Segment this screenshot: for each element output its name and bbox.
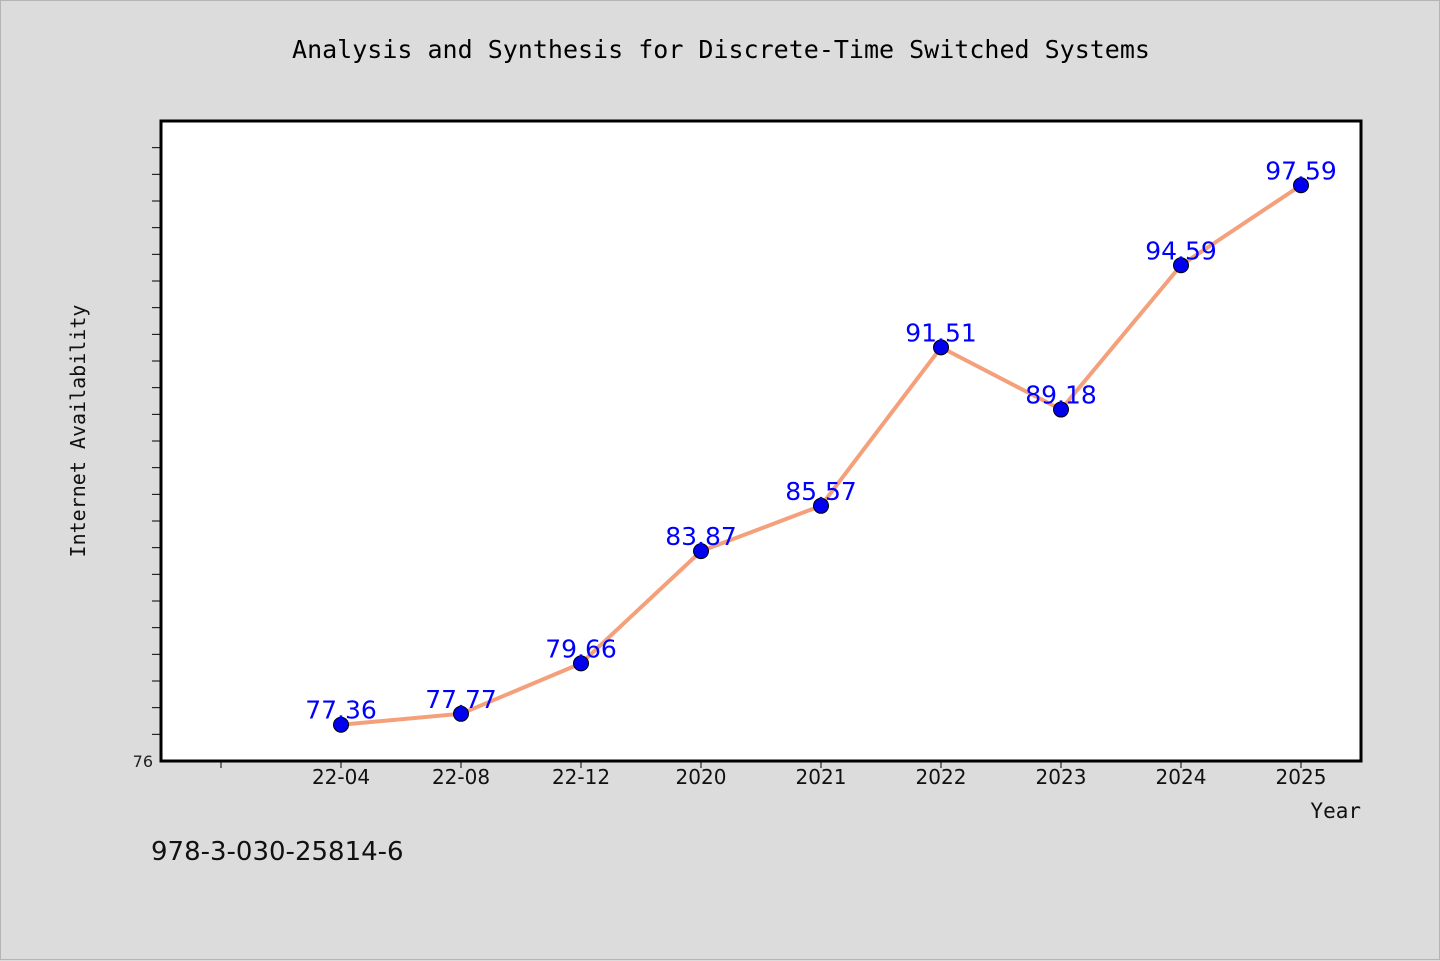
data-point [1173,257,1189,274]
x-tick-label: 2024 [1156,765,1207,789]
x-tick-label: 2025 [1276,765,1327,789]
isbn-footer: 978-3-030-25814-6 [151,837,404,867]
x-tick-label: 2021 [796,765,847,789]
x-tick-label: 2022 [916,765,967,789]
x-tick-label: 22-04 [312,765,370,789]
data-label: 97.59 [1265,156,1337,185]
data-label: 79.66 [545,634,617,663]
y-axis-label: Internet Availability [66,305,90,558]
data-label: 91.51 [905,318,977,347]
data-point [813,497,829,514]
x-tick-label: 22-08 [432,765,490,789]
chart-title: Analysis and Synthesis for Discrete-Time… [292,35,1150,64]
data-label: 89.18 [1025,381,1097,410]
data-label: 85.57 [785,477,857,506]
data-point [453,705,469,722]
data-label: 77.36 [305,696,377,725]
data-point [333,716,349,733]
x-tick-label: 2020 [676,765,727,789]
x-tick-label: 22-12 [552,765,610,789]
data-point [693,543,709,560]
x-tick-label: 2023 [1036,765,1087,789]
data-label: 83.87 [665,522,737,551]
data-point [1293,177,1309,194]
plot-area [159,119,1363,763]
data-point [573,655,589,672]
x-axis-label: Year [1310,799,1361,823]
data-label: 77.77 [425,685,497,714]
data-point [1053,401,1069,418]
y-tick-label: 76 [133,752,153,771]
data-label: 94.59 [1145,236,1217,265]
data-point [933,339,949,356]
